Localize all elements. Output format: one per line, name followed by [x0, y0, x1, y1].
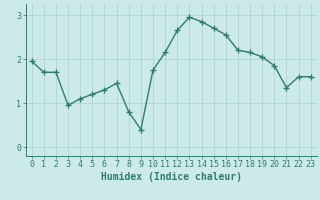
- X-axis label: Humidex (Indice chaleur): Humidex (Indice chaleur): [101, 172, 242, 182]
